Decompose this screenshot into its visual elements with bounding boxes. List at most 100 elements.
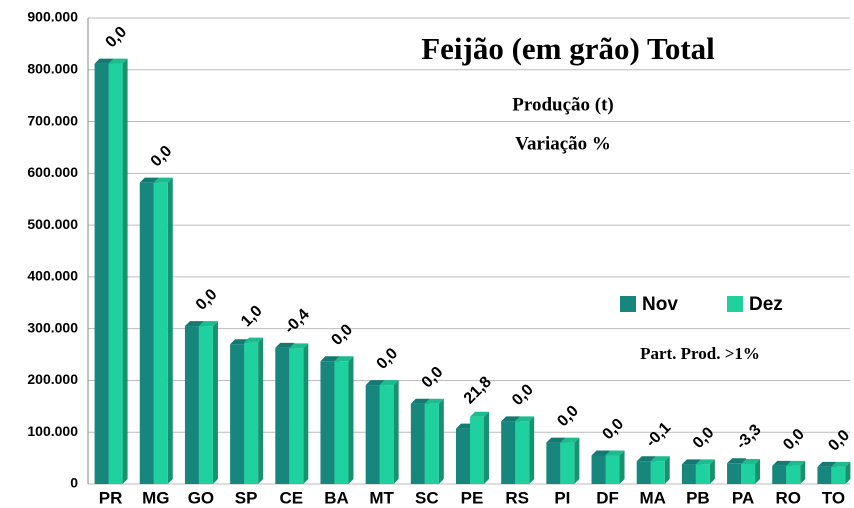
y-tick-label: 800.000 [27,60,78,76]
x-tick-label: PR [99,488,123,507]
bar-top [591,450,611,456]
bar [379,385,394,484]
annotation: 0,0 [328,321,356,349]
bar-top [605,450,625,456]
bar-side [755,458,761,484]
chart-title: Feijão (em grão) Total [421,31,715,66]
bar [786,465,801,484]
annotation: 21,8 [461,373,495,407]
bar-top [108,58,128,64]
bar-top [275,342,295,348]
bar-side [664,456,670,484]
legend-swatch [727,296,743,312]
bar [772,465,787,484]
bar-top [184,321,204,327]
bar-side [438,398,444,484]
bar-top [501,416,521,422]
bar [817,466,832,484]
bar-side [800,460,806,484]
bar [546,442,561,484]
bar-top [320,356,340,362]
bar [153,182,168,485]
x-tick-label: RS [505,488,529,507]
y-tick-label: 700.000 [27,112,78,128]
x-tick-label: TO [822,488,845,507]
bar [424,403,439,484]
x-tick-label: BA [324,488,349,507]
y-tick-label: 300.000 [27,319,78,335]
x-tick-label: PE [461,488,484,507]
x-tick-label: DF [596,488,619,507]
bar [244,342,259,484]
bar-top [470,411,489,417]
bar-top [379,380,399,386]
annotation: 0,0 [780,426,808,454]
bar-side [709,459,715,484]
x-tick-label: MT [369,488,394,507]
bar-top [410,398,430,404]
annotation: 0,0 [374,345,402,373]
bar-top [424,398,444,404]
bar [591,455,606,484]
x-tick-label: MA [639,488,665,507]
bar-top [772,460,792,466]
subtitle: Variação % [515,133,611,154]
bar [470,416,484,484]
bar-side [845,461,851,484]
bar [695,464,710,484]
bar-top [817,461,837,467]
y-tick-label: 100.000 [27,423,78,439]
bar-top [546,437,566,443]
bar [94,63,109,484]
bar [289,348,304,484]
bar-side [393,380,399,484]
bar [727,463,742,484]
bar-top [831,461,851,467]
bar [365,385,380,484]
bar-top [636,456,656,462]
legend-swatch [620,296,636,312]
annotation: 0,0 [509,381,537,409]
bar-side [529,416,535,484]
bar-top [727,458,747,464]
x-tick-label: RO [775,488,801,507]
annotation: -0,4 [281,306,313,338]
y-tick-label: 200.000 [27,371,78,387]
bar-top [244,337,264,343]
bar [198,326,213,484]
bar [636,461,651,484]
y-tick-label: 900.000 [27,9,78,25]
x-tick-label: SP [235,488,258,507]
annotation: 0,0 [554,402,582,430]
bar-top [334,356,354,362]
bar-side [167,177,173,485]
bar-top [741,458,761,464]
bar [184,326,199,484]
bar [560,442,575,484]
x-tick-label: GO [188,488,214,507]
bar-top [560,437,580,443]
y-tick-label: 0 [70,475,78,491]
bar-top [695,459,715,465]
annotation: 0,0 [148,143,176,171]
bar-top [289,343,309,349]
bar [139,182,154,485]
subtitle: Produção (t) [512,94,614,115]
bar-top [365,380,385,386]
bar [275,347,290,484]
bar-side [212,321,218,484]
bar [456,428,470,484]
annotation: 0,0 [690,424,718,452]
bar-side [619,450,625,484]
x-tick-label: MG [142,488,169,507]
bar [410,403,425,484]
bar-top [650,456,670,462]
bar [741,463,756,484]
x-tick-label: PA [732,488,754,507]
annotation: 0,0 [193,286,221,314]
bar [831,466,846,484]
bar-side [303,343,309,484]
bar-side [258,337,264,484]
annotation: 0,0 [599,415,627,443]
